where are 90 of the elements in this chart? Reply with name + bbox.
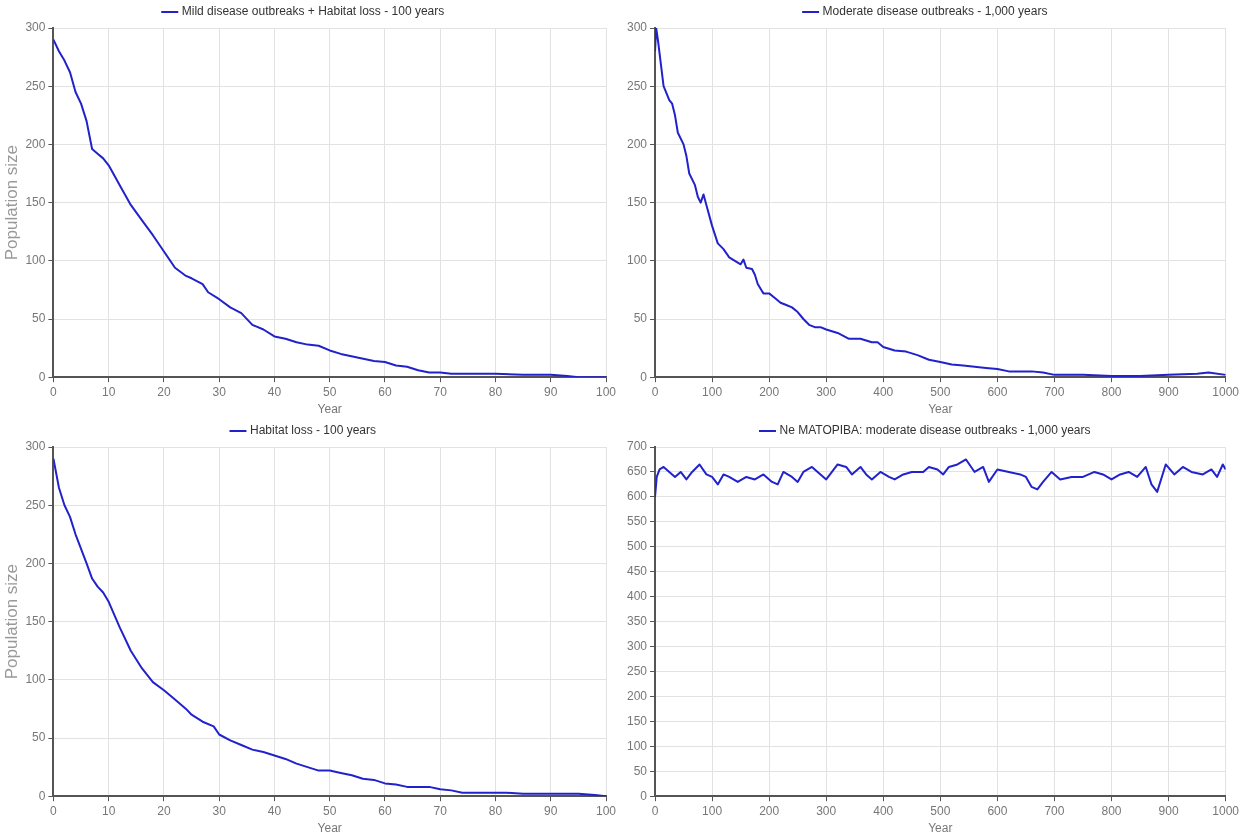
x-tick-label: 30 bbox=[212, 803, 227, 818]
x-tick-label: 1000 bbox=[1212, 803, 1240, 818]
y-tick-label: 200 bbox=[25, 136, 46, 151]
y-tick-label: 50 bbox=[32, 730, 46, 745]
y-tick-label: 100 bbox=[626, 738, 648, 753]
x-axis-title: Year bbox=[928, 402, 953, 417]
y-tick-label: 250 bbox=[25, 78, 46, 93]
y-tick-label: 450 bbox=[626, 564, 648, 579]
x-tick-label: 90 bbox=[544, 803, 558, 818]
x-tick-label: 80 bbox=[488, 803, 503, 818]
legend-label: Ne MATOPIBA: moderate disease outbreaks - 1,000 years bbox=[779, 423, 1091, 438]
y-tick-label: 150 bbox=[25, 613, 46, 628]
x-tick-label: 100 bbox=[595, 384, 617, 399]
y-tick-label: 150 bbox=[626, 194, 648, 209]
y-tick-label: 0 bbox=[38, 788, 46, 803]
x-tick-label: 700 bbox=[1044, 803, 1065, 818]
x-tick-label: 1000 bbox=[1212, 384, 1240, 399]
x-tick-label: 800 bbox=[1101, 803, 1122, 818]
y-tick-label: 0 bbox=[38, 369, 46, 384]
x-tick-label: 300 bbox=[816, 384, 837, 399]
x-tick-label: 40 bbox=[267, 803, 282, 818]
y-axis-title: Population size bbox=[1, 144, 21, 261]
y-tick-label: 150 bbox=[25, 194, 46, 209]
x-tick-label: 10 bbox=[102, 803, 116, 818]
x-tick-label: 70 bbox=[433, 384, 448, 399]
y-tick-label: 250 bbox=[626, 78, 648, 93]
x-axis-title: Year bbox=[317, 821, 342, 836]
y-tick-label: 600 bbox=[626, 489, 648, 504]
y-tick-label: 300 bbox=[25, 439, 46, 454]
y-tick-label: 200 bbox=[626, 688, 648, 703]
x-tick-label: 0 bbox=[50, 803, 58, 818]
x-tick-label: 60 bbox=[378, 803, 392, 818]
x-tick-label: 80 bbox=[488, 384, 503, 399]
y-tick-label: 500 bbox=[626, 539, 648, 554]
y-axis-title: Population size bbox=[1, 563, 21, 680]
x-tick-label: 20 bbox=[157, 803, 171, 818]
x-tick-label: 100 bbox=[595, 803, 617, 818]
y-tick-label: 50 bbox=[633, 763, 648, 778]
x-tick-label: 200 bbox=[759, 803, 780, 818]
y-tick-label: 350 bbox=[626, 613, 648, 628]
x-axis-title: Year bbox=[317, 402, 342, 417]
x-tick-label: 700 bbox=[1044, 384, 1065, 399]
x-tick-label: 50 bbox=[323, 384, 337, 399]
x-tick-label: 50 bbox=[323, 803, 337, 818]
x-tick-label: 0 bbox=[50, 384, 58, 399]
y-tick-label: 700 bbox=[626, 439, 648, 454]
y-tick-label: 100 bbox=[25, 253, 46, 268]
x-tick-label: 400 bbox=[873, 803, 894, 818]
x-tick-label: 70 bbox=[433, 803, 448, 818]
x-tick-label: 400 bbox=[873, 384, 894, 399]
x-tick-label: 40 bbox=[267, 384, 282, 399]
legend-label: Habitat loss - 100 years bbox=[249, 423, 377, 438]
y-tick-label: 50 bbox=[633, 311, 648, 326]
x-tick-label: 800 bbox=[1101, 384, 1122, 399]
x-tick-label: 200 bbox=[759, 384, 780, 399]
legend-label: Mild disease outbreaks + Habitat loss - 100 years bbox=[181, 4, 445, 19]
x-axis-title: Year bbox=[928, 821, 953, 836]
y-tick-label: 300 bbox=[626, 638, 648, 653]
y-tick-label: 550 bbox=[626, 514, 648, 529]
y-tick-label: 0 bbox=[640, 788, 648, 803]
x-tick-label: 10 bbox=[102, 384, 116, 399]
x-tick-label: 0 bbox=[651, 803, 659, 818]
x-tick-label: 90 bbox=[544, 384, 558, 399]
y-tick-label: 250 bbox=[626, 663, 648, 678]
x-tick-label: 0 bbox=[651, 384, 659, 399]
x-tick-label: 20 bbox=[157, 384, 171, 399]
x-tick-label: 100 bbox=[702, 384, 723, 399]
x-tick-label: 500 bbox=[930, 803, 951, 818]
x-tick-label: 100 bbox=[702, 803, 723, 818]
y-tick-label: 250 bbox=[25, 497, 46, 512]
x-tick-label: 500 bbox=[930, 384, 951, 399]
y-tick-label: 0 bbox=[640, 369, 648, 384]
y-tick-label: 100 bbox=[25, 672, 46, 687]
y-tick-label: 400 bbox=[626, 588, 648, 603]
x-tick-label: 900 bbox=[1158, 803, 1179, 818]
y-tick-label: 200 bbox=[25, 555, 46, 570]
y-tick-label: 50 bbox=[32, 311, 46, 326]
y-tick-label: 300 bbox=[25, 20, 46, 35]
x-tick-label: 600 bbox=[987, 384, 1008, 399]
y-tick-label: 300 bbox=[626, 20, 648, 35]
x-tick-label: 300 bbox=[816, 803, 837, 818]
y-tick-label: 650 bbox=[626, 464, 648, 479]
y-tick-label: 100 bbox=[626, 253, 648, 268]
legend-label: Moderate disease outbreaks - 1,000 years bbox=[822, 4, 1048, 19]
x-tick-label: 30 bbox=[212, 384, 227, 399]
y-tick-label: 150 bbox=[626, 713, 648, 728]
x-tick-label: 600 bbox=[987, 803, 1008, 818]
x-tick-label: 900 bbox=[1158, 384, 1179, 399]
y-tick-label: 200 bbox=[626, 136, 648, 151]
x-tick-label: 60 bbox=[378, 384, 392, 399]
